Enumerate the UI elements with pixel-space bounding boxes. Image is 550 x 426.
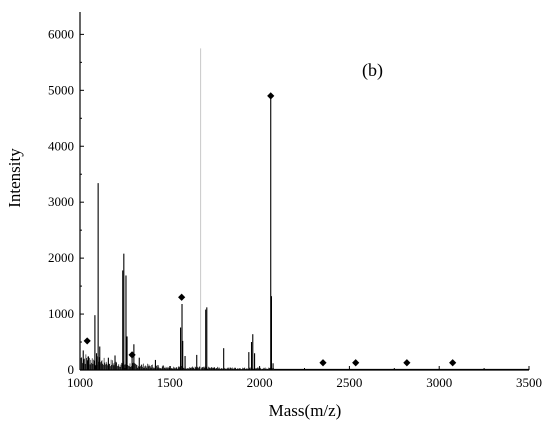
- y-tick-label: 5000: [48, 82, 74, 97]
- y-tick-label: 2000: [48, 250, 74, 265]
- diamond-marker: [267, 92, 275, 100]
- diamond-marker: [178, 293, 186, 301]
- diamond-marker: [449, 359, 457, 367]
- peak-markers: [83, 92, 457, 367]
- noise-trace: [80, 354, 274, 370]
- x-tick-label: 2000: [247, 375, 273, 390]
- y-axis-label: Intensity: [5, 148, 24, 208]
- baseline-noise: [80, 48, 529, 370]
- diamond-marker: [319, 359, 327, 367]
- y-tick-label: 3000: [48, 194, 74, 209]
- diamond-marker: [83, 337, 91, 345]
- y-tick-label: 0: [68, 362, 75, 377]
- y-tick-label: 1000: [48, 306, 74, 321]
- diamond-marker: [403, 359, 411, 367]
- diamond-marker: [128, 351, 136, 359]
- diamond-marker: [352, 359, 360, 367]
- y-tick-label: 6000: [48, 26, 74, 41]
- x-tick-label: 1500: [157, 375, 183, 390]
- x-axis-label: Mass(m/z): [269, 401, 342, 420]
- y-tick-label: 4000: [48, 138, 74, 153]
- panel-label: (b): [362, 60, 383, 81]
- axes: [79, 12, 529, 371]
- peak-lines: [82, 98, 274, 370]
- x-tick-label: 1000: [67, 375, 93, 390]
- x-tick-label: 2500: [336, 375, 362, 390]
- x-tick-label: 3000: [426, 375, 452, 390]
- x-tick-label: 3500: [516, 375, 542, 390]
